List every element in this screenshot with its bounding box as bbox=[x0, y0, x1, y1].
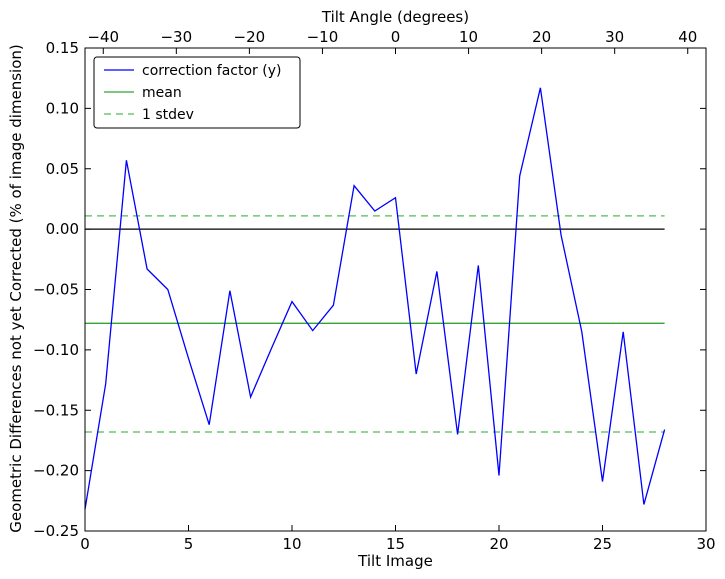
top-tick-label: 40 bbox=[678, 28, 697, 46]
x-tick-label: 20 bbox=[489, 535, 508, 553]
legend: correction factor (y) mean 1 stdev bbox=[93, 56, 301, 129]
x-tick-label: 10 bbox=[282, 535, 301, 553]
top-tick-label: −20 bbox=[234, 28, 266, 46]
x-tick-label: 25 bbox=[593, 535, 612, 553]
x-tick-label: 0 bbox=[80, 535, 90, 553]
legend-label-correction-factor: correction factor (y) bbox=[142, 63, 281, 79]
y-tick-label: −0.25 bbox=[33, 522, 79, 540]
x-tick-label: 5 bbox=[184, 535, 194, 553]
series-correction-factor-line bbox=[84, 87, 666, 510]
y-tick-label: 0.10 bbox=[46, 99, 79, 117]
legend-label-1-stdev: 1 stdev bbox=[142, 107, 194, 123]
plot-lines bbox=[84, 87, 666, 510]
y-tick-label: −0.15 bbox=[33, 401, 79, 419]
legend-box bbox=[93, 56, 301, 129]
top-tick-label: 30 bbox=[605, 28, 624, 46]
x-tick-label: 30 bbox=[696, 535, 715, 553]
x-tick-label: 15 bbox=[386, 535, 405, 553]
top-tick-label: 10 bbox=[459, 28, 478, 46]
top-tick-label: −30 bbox=[160, 28, 192, 46]
legend-label-mean: mean bbox=[142, 85, 182, 101]
y-tick-label: 0.00 bbox=[46, 220, 79, 238]
top-tick-label: −40 bbox=[87, 28, 119, 46]
y-tick-label: −0.10 bbox=[33, 341, 79, 359]
top-tick-label: 20 bbox=[532, 28, 551, 46]
top-axis-title: Tilt Angle (degrees) bbox=[321, 8, 469, 26]
ticks: 0 5 10 15 20 25 30 0.15 0.10 0.05 0.00 −0.05 −0.10 −0… bbox=[33, 28, 716, 553]
x-axis-title: Tilt Image bbox=[357, 552, 433, 570]
top-tick-label: −10 bbox=[307, 28, 339, 46]
top-tick-label: 0 bbox=[391, 28, 401, 46]
y-tick-label: 0.05 bbox=[46, 160, 79, 178]
y-tick-label: −0.20 bbox=[33, 462, 79, 480]
y-axis-title: Geometric Differences not yet Corrected … bbox=[7, 44, 25, 533]
y-tick-label: −0.05 bbox=[33, 281, 79, 299]
y-tick-label: 0.15 bbox=[46, 39, 79, 57]
